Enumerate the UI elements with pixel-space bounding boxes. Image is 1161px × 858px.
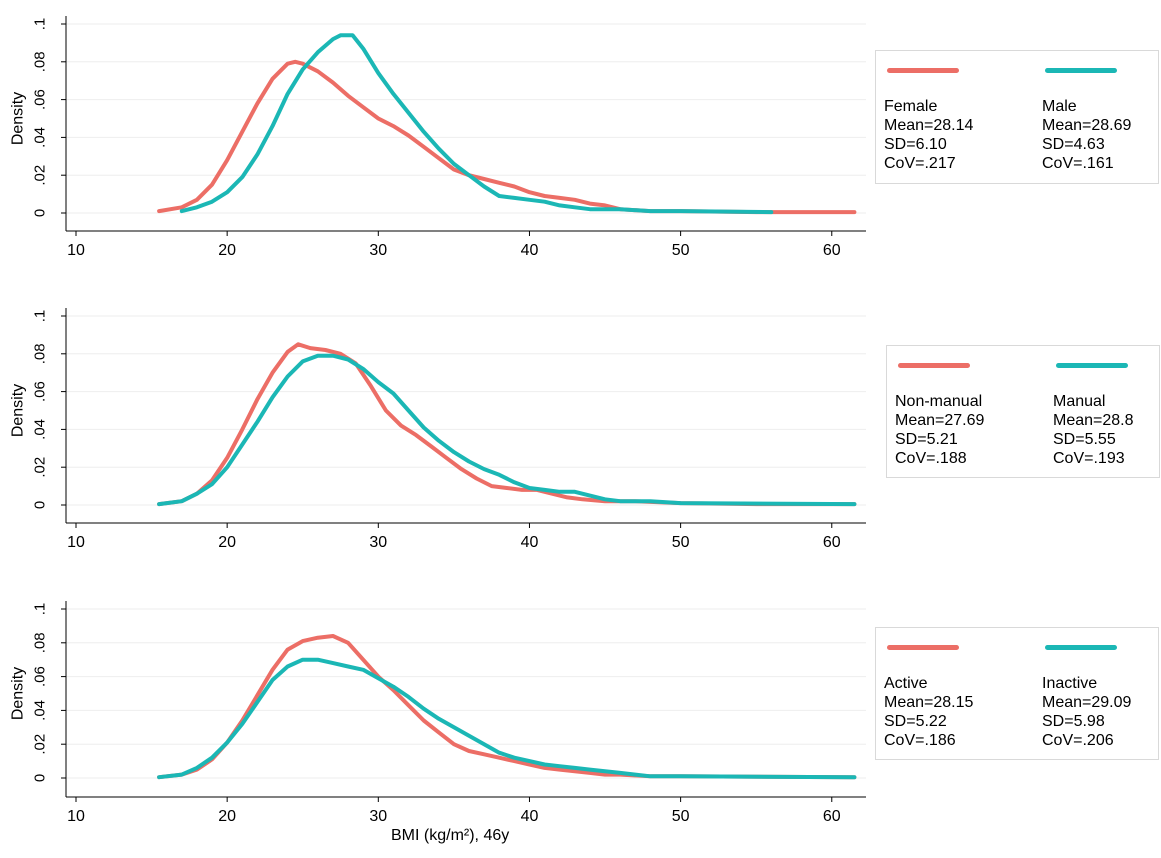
legend: Female Mean=28.14 SD=6.10 CoV=.217 Male Mean=… [875, 50, 1159, 184]
legend-stat: SD=5.21 [895, 431, 958, 448]
x-tick-label: 20 [218, 808, 236, 825]
legend-series-name: Manual [1053, 393, 1106, 410]
x-tick-label: 10 [67, 534, 85, 551]
x-tick-label: 10 [67, 808, 85, 825]
x-tick-label: 30 [369, 808, 387, 825]
density-plot-3: 0 .02 .04 .06 .08 .1 Density 10 20 30 40 50 60 [10, 601, 866, 825]
y-tick-label: .08 [32, 343, 49, 364]
legend-swatch [1045, 645, 1117, 650]
density-plot-2: 0 .02 .04 .06 .08 .1 Density 10 20 30 40 50 60 [10, 308, 866, 551]
legend: Active Mean=28.15 SD=5.22 CoV=.186 Inactive M… [875, 627, 1159, 760]
y-tick-label: .06 [32, 666, 49, 687]
legend-series-name: Non-manual [895, 393, 983, 410]
y-tick-label: .02 [32, 165, 49, 186]
legend-series-name: Female [884, 98, 938, 115]
y-tick-label: 0 [32, 774, 49, 782]
chart-panel-1: 0 .02 .04 .06 .08 .1 Density 10 20 30 40 50 60 Female… [0, 0, 1161, 283]
legend-swatch [887, 68, 959, 73]
y-axis-label: Density [10, 384, 27, 437]
legend-stat: SD=5.22 [884, 713, 947, 730]
y-tick-label: .08 [32, 632, 49, 653]
x-tick-label: 10 [67, 242, 85, 259]
x-axis-label: BMI (kg/m²), 46y [391, 827, 510, 844]
y-axis-label: Density [10, 667, 27, 720]
legend-stat: CoV=.206 [1042, 732, 1114, 749]
x-tick-label: 40 [521, 242, 539, 259]
y-tick-label: .06 [32, 381, 49, 402]
x-tick-label: 20 [218, 242, 236, 259]
y-tick-label: .06 [32, 89, 49, 110]
series-line-active [157, 634, 857, 780]
y-tick-label: 0 [32, 209, 49, 217]
legend-stat: Mean=28.8 [1053, 412, 1134, 429]
legend-series-name: Male [1042, 98, 1077, 115]
legend-entry: Inactive Mean=29.09 SD=5.98 CoV=.206 [1042, 674, 1131, 750]
y-tick-label: .1 [32, 310, 49, 323]
legend-entry: Male Mean=28.69 SD=4.63 CoV=.161 [1042, 97, 1131, 173]
series-line-male [179, 33, 774, 215]
legend-stat: Mean=28.15 [884, 694, 974, 711]
chart-panel-3: 0 .02 .04 .06 .08 .1 Density 10 20 30 40 50 60 BMI (k… [0, 575, 1161, 858]
chart-panel-2: 0 .02 .04 .06 .08 .1 Density 10 20 30 40 50 60 Non-ma… [0, 290, 1161, 573]
y-axis-label: Density [10, 92, 27, 145]
legend-stat: SD=6.10 [884, 136, 947, 153]
legend-entry: Manual Mean=28.8 SD=5.55 CoV=.193 [1053, 392, 1134, 468]
y-tick-label: 0 [32, 501, 49, 509]
legend-series-name: Active [884, 675, 928, 692]
legend-stat: Mean=27.69 [895, 412, 985, 429]
legend-stat: Mean=29.09 [1042, 694, 1132, 711]
y-tick-label: .1 [32, 603, 49, 616]
series-line-non-manual [157, 342, 857, 507]
legend-stat: SD=5.98 [1042, 713, 1105, 730]
series-line-manual [157, 353, 857, 507]
x-tick-label: 20 [218, 534, 236, 551]
x-tick-label: 40 [521, 534, 539, 551]
legend-entry: Non-manual Mean=27.69 SD=5.21 CoV=.188 [895, 392, 984, 468]
x-tick-label: 30 [369, 242, 387, 259]
x-tick-label: 50 [672, 242, 690, 259]
legend-stat: CoV=.161 [1042, 155, 1114, 172]
legend-entry: Female Mean=28.14 SD=6.10 CoV=.217 [884, 97, 973, 173]
legend-stat: Mean=28.14 [884, 117, 974, 134]
legend-stat: CoV=.186 [884, 732, 956, 749]
y-tick-label: .08 [32, 51, 49, 72]
legend: Non-manual Mean=27.69 SD=5.21 CoV=.188 Manua… [886, 345, 1160, 478]
y-tick-label: .1 [32, 18, 49, 31]
y-tick-label: .04 [32, 127, 49, 148]
series-line-female [157, 59, 857, 215]
legend-swatch [1045, 68, 1117, 73]
y-tick-label: .02 [32, 734, 49, 755]
legend-stat: Mean=28.69 [1042, 117, 1132, 134]
legend-swatch [898, 363, 970, 368]
x-tick-label: 60 [823, 534, 841, 551]
y-tick-label: .02 [32, 457, 49, 478]
x-tick-label: 60 [823, 242, 841, 259]
legend-stat: SD=4.63 [1042, 136, 1105, 153]
legend-stat: CoV=.217 [884, 155, 956, 172]
y-tick-label: .04 [32, 419, 49, 440]
x-tick-label: 50 [672, 534, 690, 551]
legend-swatch [887, 645, 959, 650]
legend-stat: CoV=.193 [1053, 450, 1125, 467]
legend-swatch [1056, 363, 1128, 368]
legend-entry: Active Mean=28.15 SD=5.22 CoV=.186 [884, 674, 973, 750]
legend-stat: CoV=.188 [895, 450, 967, 467]
x-tick-label: 40 [521, 808, 539, 825]
x-tick-label: 50 [672, 808, 690, 825]
density-plot-1: 0 .02 .04 .06 .08 .1 Density 10 20 30 40 50 60 [10, 16, 866, 259]
x-tick-label: 60 [823, 808, 841, 825]
y-tick-label: .04 [32, 700, 49, 721]
legend-series-name: Inactive [1042, 675, 1098, 692]
series-line-inactive [157, 657, 857, 780]
x-tick-label: 30 [369, 534, 387, 551]
legend-stat: SD=5.55 [1053, 431, 1116, 448]
